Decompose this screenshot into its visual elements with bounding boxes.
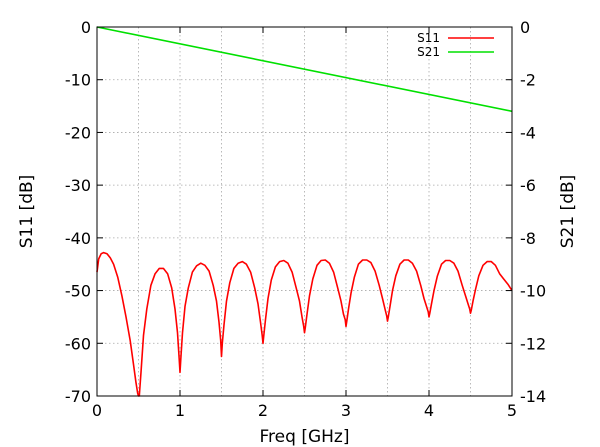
y-axis-label-right: S21 [dB] [558, 175, 578, 249]
y-tick-label-left: -40 [65, 229, 91, 248]
legend-label-s21: S21 [417, 45, 440, 59]
x-axis-label: Freq [GHz] [260, 427, 350, 447]
y-tick-label-right: -8 [520, 229, 536, 248]
y-axis-label-left: S11 [dB] [17, 175, 37, 249]
tick-marks [96, 26, 513, 397]
x-tick-label: 1 [175, 401, 185, 420]
plot-frame [96, 26, 513, 397]
y-tick-label-left: -10 [65, 71, 91, 90]
y-tick-label-left: -50 [65, 282, 91, 301]
series-line-s11 [96, 251, 513, 397]
x-tick-label: 4 [424, 401, 434, 420]
series-line-s21 [96, 26, 513, 113]
y-tick-label-left: -20 [65, 123, 91, 142]
x-tick-label: 2 [258, 401, 268, 420]
y-tick-label-right: 0 [520, 18, 530, 37]
y-tick-label-right: -4 [520, 123, 536, 142]
y-tick-label-left: -30 [65, 176, 91, 195]
y-tick-label-left: -70 [65, 387, 91, 406]
x-tick-label: 3 [341, 401, 351, 420]
legend-label-s11: S11 [417, 31, 440, 45]
y-tick-label-right: -10 [520, 282, 546, 301]
x-tick-label: 5 [507, 401, 517, 420]
y-tick-label-right: -6 [520, 176, 536, 195]
y-tick-label-right: -2 [520, 71, 536, 90]
tick-labels: 0 1 2 3 4 50-10-20-30-40-50-60-700-2-4-6-8-10… [65, 18, 546, 420]
x-tick-label: 0 [92, 401, 102, 420]
y-tick-label-right: -14 [520, 387, 546, 406]
grid [97, 27, 512, 396]
y-tick-label-left: 0 [81, 18, 91, 37]
series-layer [96, 26, 513, 397]
legend: S11 S21 [417, 31, 494, 59]
y-tick-label-left: -60 [65, 334, 91, 353]
y-tick-label-right: -12 [520, 334, 546, 353]
